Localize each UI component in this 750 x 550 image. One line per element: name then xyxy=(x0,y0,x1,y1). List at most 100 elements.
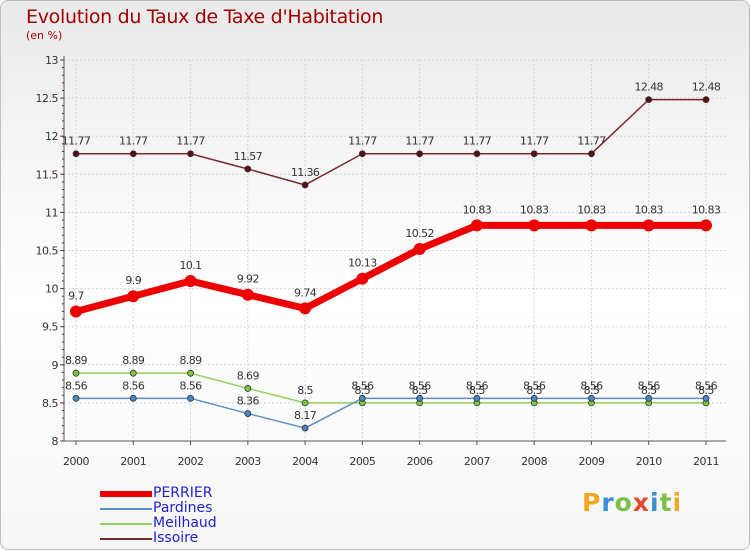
logo-letter: r xyxy=(601,488,615,517)
data-label-pardines: 8.56 xyxy=(65,379,88,392)
x-tick-label: 2005 xyxy=(349,455,375,468)
data-label-issoire: 11.77 xyxy=(520,135,549,148)
data-point-issoire xyxy=(187,150,194,158)
x-tick-label: 2000 xyxy=(63,455,89,468)
data-label-issoire: 12.48 xyxy=(692,81,721,94)
y-tick-label: 11 xyxy=(45,206,58,219)
x-tick-label: 2009 xyxy=(578,455,604,468)
data-label-meilhaud: 8.89 xyxy=(122,354,145,367)
data-point-pardines xyxy=(244,410,252,417)
data-point-pardines xyxy=(702,394,710,402)
data-label-meilhaud: 8.5 xyxy=(469,384,485,397)
data-label-perrier: 10.13 xyxy=(348,257,377,270)
data-point-meilhaud xyxy=(301,399,309,407)
legend-item-issoire: Issoire xyxy=(100,530,300,546)
x-tick-label: 2011 xyxy=(693,455,719,468)
data-label-pardines: 8.56 xyxy=(122,379,145,392)
y-tick-label: 9.5 xyxy=(42,321,58,334)
data-label-pardines: 8.56 xyxy=(409,379,432,392)
x-tick-label: 2003 xyxy=(235,455,261,468)
logo-letter: i xyxy=(672,488,683,517)
legend-item-perrier: PERRIER xyxy=(100,485,300,501)
data-label-issoire: 12.48 xyxy=(634,81,663,94)
grid xyxy=(64,59,726,442)
data-label-meilhaud: 8.69 xyxy=(237,369,260,382)
y-tick-label: 10 xyxy=(45,283,58,296)
data-point-issoire xyxy=(129,150,137,158)
data-label-perrier: 9.9 xyxy=(125,274,141,287)
data-label-meilhaud: 8.5 xyxy=(412,384,428,397)
legend-label: PERRIER xyxy=(153,485,213,501)
data-label-meilhaud: 8.5 xyxy=(526,384,542,397)
data-label-perrier: 9.74 xyxy=(294,286,317,299)
y-tick-label: 8 xyxy=(52,435,59,448)
series-line-issoire xyxy=(76,98,706,186)
x-tick-label: 2006 xyxy=(407,455,433,468)
data-label-pardines: 8.56 xyxy=(351,379,374,392)
data-point-issoire xyxy=(416,150,424,158)
data-label-pardines: 8.56 xyxy=(523,379,546,392)
data-label-meilhaud: 8.5 xyxy=(584,384,600,397)
legend-label: Issoire xyxy=(153,530,199,546)
data-label-perrier: 10.1 xyxy=(179,259,201,272)
y-tick-label: 10.5 xyxy=(36,245,59,258)
data-point-pardines xyxy=(129,394,137,402)
data-label-meilhaud: 8.5 xyxy=(641,384,657,397)
x-tick-label: 2008 xyxy=(521,455,547,468)
data-label-meilhaud: 8.5 xyxy=(355,384,371,397)
data-point-pardines xyxy=(301,424,309,432)
data-point-pardines xyxy=(416,394,424,402)
y-tick-label: 11.5 xyxy=(36,168,59,181)
data-point-issoire xyxy=(358,150,366,158)
x-tick-label: 2007 xyxy=(464,455,490,468)
data-point-issoire xyxy=(588,150,595,158)
data-label-perrier: 10.83 xyxy=(520,203,549,216)
data-point-pardines xyxy=(645,394,653,402)
data-point-perrier xyxy=(127,290,140,303)
data-label-issoire: 11.77 xyxy=(405,135,434,148)
logo-letter: i xyxy=(650,488,660,517)
data-label-perrier: 10.52 xyxy=(405,227,434,240)
chart-subtitle: (en %) xyxy=(26,29,63,42)
data-point-perrier xyxy=(299,302,312,315)
series xyxy=(70,96,712,432)
data-label-pardines: 8.56 xyxy=(580,379,603,392)
data-point-perrier xyxy=(70,305,82,318)
data-label-perrier: 10.83 xyxy=(634,203,663,216)
data-label-issoire: 11.77 xyxy=(176,135,205,148)
data-point-meilhaud xyxy=(72,369,80,377)
legend-swatch xyxy=(100,538,152,540)
legend-swatch xyxy=(100,491,152,497)
x-tick-label: 2004 xyxy=(292,455,318,468)
data-point-perrier xyxy=(356,272,369,285)
data-point-perrier xyxy=(241,288,254,301)
logo-letter: t xyxy=(659,488,673,517)
legend-swatch xyxy=(100,523,152,525)
legend-item-meilhaud: Meilhaud xyxy=(100,515,300,531)
x-tick-label: 2001 xyxy=(120,455,146,468)
data-label-perrier: 10.83 xyxy=(692,203,721,216)
data-point-perrier xyxy=(642,219,655,232)
logo-letter: x xyxy=(632,488,650,517)
data-point-issoire xyxy=(645,96,653,104)
data-point-pardines xyxy=(530,394,538,402)
data-label-pardines: 8.56 xyxy=(179,379,202,392)
data-label-perrier: 9.92 xyxy=(237,273,259,286)
legend: PERRIER Pardines Meilhaud Issoire xyxy=(100,485,300,546)
proxiti-logo: Proxiti xyxy=(582,488,682,517)
y-tick-label: 8.5 xyxy=(42,397,58,410)
data-label-perrier: 10.83 xyxy=(463,203,492,216)
data-label-pardines: 8.36 xyxy=(237,395,260,408)
legend-swatch xyxy=(100,508,152,510)
series-line-meilhaud xyxy=(76,372,706,404)
data-point-perrier xyxy=(585,219,598,232)
data-point-pardines xyxy=(72,394,80,402)
data-point-issoire xyxy=(301,181,309,189)
data-point-pardines xyxy=(473,394,481,402)
data-label-perrier: 10.83 xyxy=(577,203,606,216)
axes: 8 8.5 9 9.5 10 10.5 11 11.5 12 12.5 13 2000 2001 2002… xyxy=(36,54,726,468)
data-point-perrier xyxy=(413,242,426,255)
data-label-meilhaud: 8.5 xyxy=(698,384,714,397)
y-tick-label: 13 xyxy=(45,54,58,67)
data-point-pardines xyxy=(187,394,194,402)
